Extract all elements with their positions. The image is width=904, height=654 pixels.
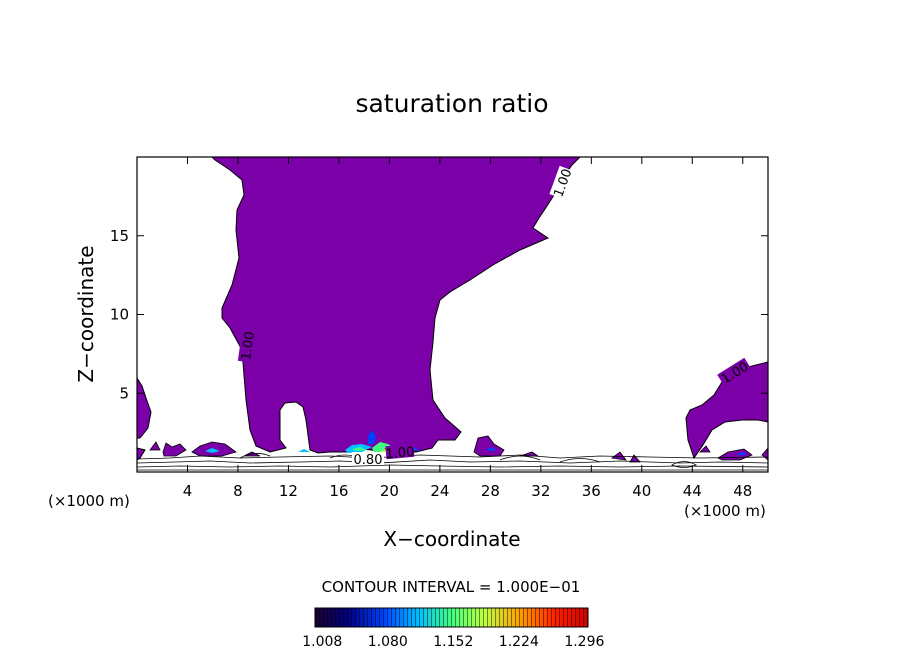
colorbar: 1.008 1.080 1.152 1.224 1.296 bbox=[302, 607, 604, 650]
x-tick-label: 32 bbox=[531, 482, 550, 500]
surface-contour-lines bbox=[137, 453, 768, 471]
main-plume-region bbox=[211, 157, 581, 454]
colorbar-tick-label: 1.296 bbox=[564, 634, 604, 650]
colorbar-tick-label: 1.008 bbox=[302, 634, 342, 650]
y-tick-label: 15 bbox=[110, 227, 129, 245]
x-tick-label: 28 bbox=[481, 482, 500, 500]
x-tick-label: 12 bbox=[279, 482, 298, 500]
colorbar-tick-label: 1.224 bbox=[499, 634, 539, 650]
y-axis-label: Z−coordinate bbox=[74, 245, 98, 382]
contour-label: 0.80 bbox=[354, 453, 383, 468]
contour-label-bg bbox=[549, 165, 574, 200]
contour-label-bg bbox=[237, 329, 257, 363]
left-edge-region-2 bbox=[137, 447, 146, 461]
colorbar-tick-labels: 1.008 1.080 1.152 1.224 1.296 bbox=[302, 634, 604, 650]
high-saturation-patches bbox=[205, 430, 748, 455]
y-axis-ticks: 5 10 15 bbox=[110, 227, 768, 402]
x-tick-label: 8 bbox=[233, 482, 243, 500]
contour-label: 1.00 bbox=[385, 445, 415, 462]
x-tick-label: 20 bbox=[380, 482, 399, 500]
x-tick-label: 36 bbox=[582, 482, 601, 500]
y-tick-label: 5 bbox=[119, 384, 129, 402]
x-unit-right: (×1000 m) bbox=[684, 502, 766, 520]
contour-label: 1.00 bbox=[239, 331, 258, 362]
colorbar-stripes bbox=[315, 608, 588, 627]
x-tick-label: 44 bbox=[683, 482, 702, 500]
x-tick-label: 40 bbox=[632, 482, 651, 500]
x-axis-ticks: 4 8 12 16 20 24 28 32 36 40 44 48 bbox=[183, 157, 752, 500]
x-tick-label: 4 bbox=[183, 482, 193, 500]
colorbar-tick-label: 1.152 bbox=[433, 634, 473, 650]
x-tick-label: 24 bbox=[430, 482, 449, 500]
x-tick-label: 48 bbox=[733, 482, 752, 500]
x-tick-label: 16 bbox=[329, 482, 348, 500]
left-edge-region bbox=[137, 377, 152, 439]
colorbar-frame bbox=[314, 607, 589, 628]
x-unit-left: (×1000 m) bbox=[48, 492, 130, 510]
colorbar-tick-label: 1.080 bbox=[368, 634, 408, 650]
filled-regions bbox=[137, 157, 768, 471]
contour-interval-text: CONTOUR INTERVAL = 1.000E−01 bbox=[322, 578, 581, 596]
contour-label-bg bbox=[352, 452, 384, 465]
contour-label-bg bbox=[717, 357, 752, 387]
contour-label-group: 1.00 1.00 1.00 0.80 1.00 bbox=[237, 165, 752, 468]
contour-label-bg bbox=[385, 443, 415, 460]
chart-title: saturation ratio bbox=[355, 89, 548, 118]
x-axis-label: X−coordinate bbox=[383, 527, 520, 551]
y-tick-label: 10 bbox=[110, 306, 129, 324]
